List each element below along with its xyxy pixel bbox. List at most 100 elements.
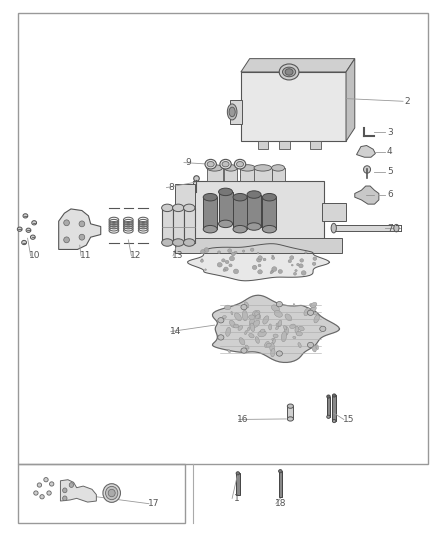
- Ellipse shape: [332, 419, 336, 423]
- Bar: [175, 238, 342, 253]
- Ellipse shape: [252, 310, 260, 316]
- Ellipse shape: [253, 320, 260, 327]
- Ellipse shape: [241, 348, 247, 353]
- Ellipse shape: [255, 314, 260, 319]
- Ellipse shape: [364, 166, 371, 173]
- Ellipse shape: [229, 107, 235, 117]
- Ellipse shape: [285, 69, 293, 75]
- Ellipse shape: [252, 265, 257, 270]
- Ellipse shape: [293, 304, 295, 307]
- Ellipse shape: [64, 220, 69, 226]
- Ellipse shape: [272, 255, 274, 257]
- Ellipse shape: [204, 248, 209, 252]
- Ellipse shape: [299, 264, 303, 268]
- Bar: [18, 464, 185, 523]
- Bar: [310, 141, 321, 149]
- Text: 18: 18: [275, 499, 286, 508]
- Ellipse shape: [296, 332, 302, 336]
- Ellipse shape: [278, 320, 282, 327]
- Bar: [203, 197, 217, 229]
- Ellipse shape: [279, 64, 299, 80]
- Ellipse shape: [244, 330, 247, 335]
- Ellipse shape: [220, 159, 231, 169]
- Ellipse shape: [227, 104, 237, 120]
- Text: 7: 7: [387, 224, 393, 232]
- Text: 11: 11: [80, 252, 91, 260]
- Bar: [230, 100, 242, 124]
- Text: 6: 6: [387, 190, 393, 199]
- Ellipse shape: [237, 161, 244, 167]
- Ellipse shape: [290, 256, 294, 260]
- Bar: [333, 225, 396, 231]
- Text: 2: 2: [405, 97, 410, 106]
- Ellipse shape: [18, 227, 22, 231]
- Text: 17: 17: [148, 499, 159, 508]
- Text: 3: 3: [387, 128, 393, 136]
- Text: 4: 4: [387, 148, 392, 156]
- Ellipse shape: [233, 324, 239, 328]
- Ellipse shape: [224, 305, 231, 310]
- Ellipse shape: [301, 271, 306, 275]
- Ellipse shape: [298, 343, 301, 348]
- Ellipse shape: [218, 318, 224, 323]
- Ellipse shape: [287, 404, 293, 408]
- Ellipse shape: [218, 335, 224, 340]
- Ellipse shape: [262, 225, 276, 233]
- Ellipse shape: [316, 345, 318, 350]
- Ellipse shape: [258, 270, 262, 274]
- Bar: [224, 168, 237, 181]
- Ellipse shape: [272, 266, 277, 271]
- Ellipse shape: [327, 415, 330, 418]
- Ellipse shape: [184, 239, 195, 246]
- Ellipse shape: [272, 165, 285, 171]
- Ellipse shape: [276, 351, 283, 356]
- Ellipse shape: [234, 313, 241, 321]
- Ellipse shape: [217, 263, 222, 267]
- Ellipse shape: [287, 417, 293, 421]
- Ellipse shape: [32, 221, 36, 225]
- Ellipse shape: [203, 225, 217, 233]
- Bar: [322, 203, 346, 221]
- Bar: [233, 197, 247, 229]
- Text: 15: 15: [343, 415, 354, 424]
- Ellipse shape: [173, 239, 184, 246]
- Ellipse shape: [257, 253, 259, 254]
- Bar: [247, 195, 261, 227]
- Ellipse shape: [228, 249, 232, 253]
- Ellipse shape: [304, 308, 310, 316]
- Ellipse shape: [263, 316, 269, 324]
- Ellipse shape: [293, 336, 296, 338]
- Bar: [184, 208, 195, 243]
- Ellipse shape: [249, 315, 255, 319]
- Ellipse shape: [37, 483, 42, 487]
- Ellipse shape: [297, 263, 299, 266]
- Ellipse shape: [219, 220, 233, 228]
- Ellipse shape: [283, 325, 287, 330]
- Ellipse shape: [244, 302, 249, 308]
- Ellipse shape: [270, 343, 274, 352]
- Ellipse shape: [224, 267, 228, 271]
- Ellipse shape: [23, 214, 28, 218]
- Polygon shape: [241, 59, 355, 72]
- Ellipse shape: [31, 235, 35, 239]
- Ellipse shape: [201, 249, 205, 254]
- Ellipse shape: [300, 259, 304, 262]
- Ellipse shape: [239, 338, 245, 345]
- Ellipse shape: [34, 491, 38, 495]
- Ellipse shape: [247, 327, 250, 331]
- Ellipse shape: [271, 270, 274, 273]
- Ellipse shape: [310, 304, 314, 308]
- Ellipse shape: [332, 394, 336, 397]
- Ellipse shape: [63, 488, 67, 492]
- Ellipse shape: [255, 312, 261, 319]
- Polygon shape: [187, 244, 329, 281]
- Ellipse shape: [79, 221, 85, 227]
- Ellipse shape: [205, 159, 216, 169]
- Ellipse shape: [79, 235, 85, 240]
- Ellipse shape: [290, 324, 296, 328]
- Ellipse shape: [273, 338, 276, 344]
- Ellipse shape: [320, 326, 326, 332]
- Bar: [241, 72, 346, 141]
- Ellipse shape: [279, 470, 282, 473]
- Ellipse shape: [231, 252, 235, 256]
